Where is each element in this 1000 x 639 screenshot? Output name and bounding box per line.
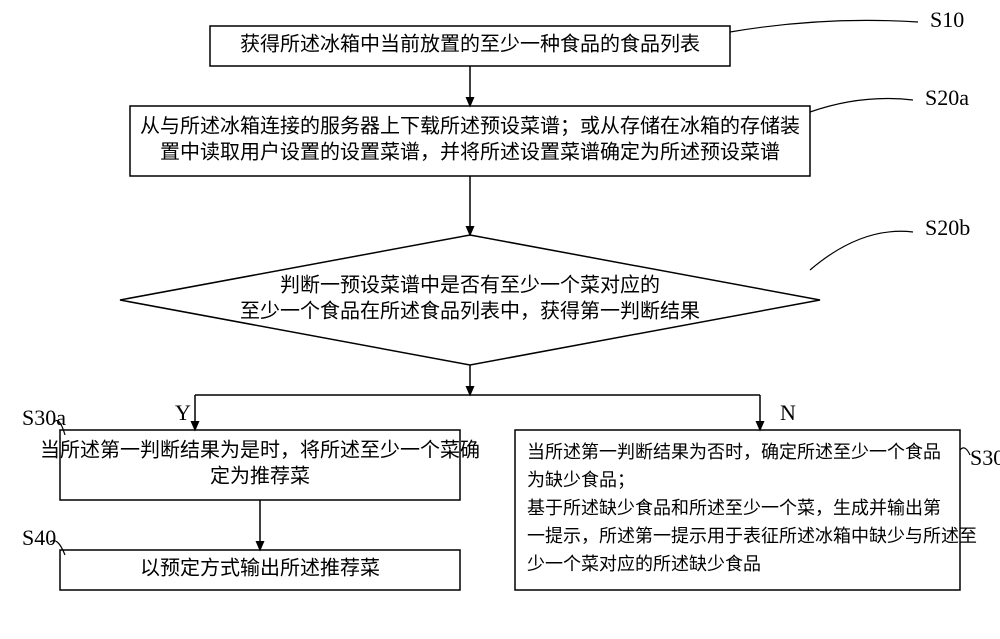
node-s10: 获得所述冰箱中当前放置的至少一种食品的食品列表 — [210, 26, 730, 66]
svg-text:定为推荐菜: 定为推荐菜 — [210, 465, 310, 488]
label-s30a: S30a — [22, 405, 66, 430]
svg-text:为缺少食品；: 为缺少食品； — [527, 470, 635, 490]
label-s30b: S30b — [970, 445, 1000, 470]
svg-text:少一个菜对应的所述缺少食品: 少一个菜对应的所述缺少食品 — [527, 554, 761, 574]
label-s20b: S20b — [925, 215, 970, 240]
svg-text:至少一个食品在所述食品列表中，获得第一判断结果: 至少一个食品在所述食品列表中，获得第一判断结果 — [240, 300, 700, 323]
label-s40: S40 — [22, 525, 56, 550]
svg-text:N: N — [780, 400, 796, 425]
svg-text:Y: Y — [175, 400, 191, 425]
svg-text:判断一预设菜谱中是否有至少一个菜对应的: 判断一预设菜谱中是否有至少一个菜对应的 — [280, 274, 660, 297]
svg-text:以预定方式输出所述推荐菜: 以预定方式输出所述推荐菜 — [140, 557, 380, 580]
svg-text:一提示，所述第一提示用于表征所述冰箱中缺少与所述至: 一提示，所述第一提示用于表征所述冰箱中缺少与所述至 — [527, 526, 977, 546]
node-s20a: 从与所述冰箱连接的服务器上下载所述预设菜谱；或从存储在冰箱的存储装置中读取用户设… — [130, 106, 810, 176]
label-s20a: S20a — [925, 85, 969, 110]
edge-2: YN — [175, 365, 796, 430]
svg-text:当所述第一判断结果为否时，确定所述至少一个食品: 当所述第一判断结果为否时，确定所述至少一个食品 — [527, 442, 941, 462]
svg-text:置中读取用户设置的设置菜谱，并将所述设置菜谱确定为所述预设菜: 置中读取用户设置的设置菜谱，并将所述设置菜谱确定为所述预设菜谱 — [160, 141, 780, 164]
node-s30b: 当所述第一判断结果为否时，确定所述至少一个食品为缺少食品； 基于所述缺少食品和所… — [515, 430, 977, 590]
node-s40: 以预定方式输出所述推荐菜 — [60, 550, 460, 590]
svg-text:基于所述缺少食品和所述至少一个菜，生成并输出第: 基于所述缺少食品和所述至少一个菜，生成并输出第 — [527, 498, 941, 518]
svg-text:从与所述冰箱连接的服务器上下载所述预设菜谱；或从存储在冰箱的: 从与所述冰箱连接的服务器上下载所述预设菜谱；或从存储在冰箱的存储装 — [140, 115, 800, 138]
node-s30a: 当所述第一判断结果为是时，将所述至少一个菜确定为推荐菜 — [40, 430, 480, 500]
node-s20b: 判断一预设菜谱中是否有至少一个菜对应的至少一个食品在所述食品列表中，获得第一判断… — [120, 235, 820, 365]
svg-text:当所述第一判断结果为是时，将所述至少一个菜确: 当所述第一判断结果为是时，将所述至少一个菜确 — [40, 439, 480, 462]
label-s10: S10 — [930, 7, 964, 32]
svg-text:获得所述冰箱中当前放置的至少一种食品的食品列表: 获得所述冰箱中当前放置的至少一种食品的食品列表 — [240, 33, 700, 56]
flowchart-canvas: 获得所述冰箱中当前放置的至少一种食品的食品列表从与所述冰箱连接的服务器上下载所述… — [0, 0, 1000, 639]
